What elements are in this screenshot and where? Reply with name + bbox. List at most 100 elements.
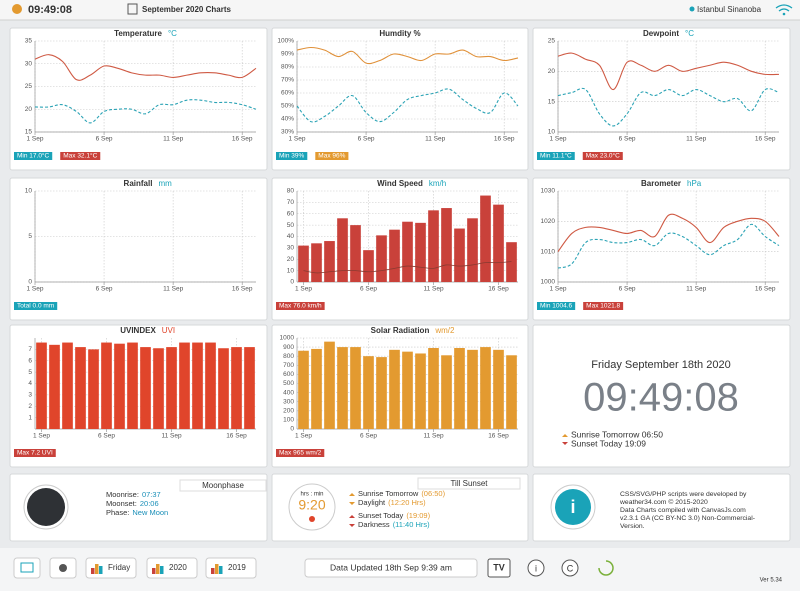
x-tick-label: 16 Sep [226, 433, 247, 440]
bar [441, 355, 452, 429]
x-tick-label: 16 Sep [232, 286, 253, 293]
y-tick-label: 70% [281, 77, 294, 84]
sunset-title: Till Sunset [450, 479, 488, 488]
sun-row-label: Sunrise Tomorrow [358, 489, 419, 498]
x-tick-label: 6 Sep [619, 286, 636, 293]
badge [60, 152, 101, 160]
badge-text: Max 965 wm/2 [279, 450, 322, 457]
x-tick-label: 16 Sep [755, 136, 776, 143]
info-icon-letter: i [570, 497, 575, 517]
sun-row-value: (11:40 Hrs) [393, 520, 430, 529]
bar [389, 229, 400, 282]
refresh-button[interactable] [598, 560, 614, 576]
chart-title: Solar Radiation [371, 326, 430, 335]
x-tick-label: 6 Sep [96, 286, 113, 293]
badge-text: Min 39% [279, 153, 305, 160]
chart-unit: UVI [162, 326, 175, 335]
badge [276, 302, 325, 310]
profile-button[interactable] [13, 557, 41, 579]
chart-unit: wm/2 [434, 326, 455, 335]
y-tick-label: 100 [283, 417, 294, 424]
badge [14, 152, 53, 160]
bar [324, 341, 335, 429]
bar [140, 347, 151, 429]
info-line: CSS/SVG/PHP scripts were developed by [620, 491, 747, 498]
panel [532, 473, 791, 542]
line-series [34, 99, 257, 124]
chart-unit: km/h [429, 179, 446, 188]
calendar-icon [127, 3, 138, 15]
bar [454, 348, 465, 429]
chart-title: Wind Speed [377, 179, 423, 188]
y-tick-label: 20 [287, 256, 295, 263]
panel [532, 324, 791, 468]
badge-text: Max 7.2 UVI [17, 450, 53, 457]
version: Ver 5.34 [760, 578, 783, 584]
bar [454, 228, 465, 282]
sun-row-label: Darkness [358, 520, 390, 529]
bar [231, 347, 242, 429]
button-icon-bar [215, 564, 219, 574]
y-tick-label: 1030 [541, 188, 556, 195]
y-tick-label: 90% [281, 51, 294, 58]
badge [583, 302, 624, 310]
chart-title: Barometer [641, 179, 681, 188]
sun-row: Darkness (11:40 Hrs) [358, 520, 430, 529]
line-series [296, 88, 519, 123]
sun-row-value: (19:09) [406, 511, 430, 520]
badge [315, 152, 349, 160]
x-tick-label: 6 Sep [360, 286, 377, 293]
y-tick-label: 1000 [541, 279, 556, 286]
bar [218, 348, 229, 429]
moon-row: Moonrise: 07:37 [106, 490, 161, 499]
badge-text: Max 76.0 km/h [279, 303, 322, 310]
wifi-icon [775, 4, 793, 12]
x-tick-label: 1 Sep [27, 286, 44, 293]
sun-row-icon [349, 524, 355, 527]
chart-title: Humdity % [379, 29, 420, 38]
clock-sunset: Sunset Today 19:09 [571, 438, 646, 448]
moon-row: Moonset: 20:06 [106, 499, 159, 508]
bar [101, 342, 112, 429]
bar [493, 349, 504, 429]
badge-text: Max 23.0°C [586, 152, 620, 160]
moon-title-box [179, 479, 267, 492]
bar [506, 355, 517, 429]
header-title: September 2020 Charts [142, 5, 231, 14]
bar [350, 347, 361, 429]
x-tick-label: 11 Sep [163, 136, 184, 143]
panel [271, 473, 529, 542]
y-tick-label: 2 [28, 403, 32, 410]
bar [127, 342, 138, 429]
x-tick-label: 1 Sep [550, 286, 567, 293]
y-tick-label: 25 [25, 83, 33, 90]
sunset-clock-time: 9:20 [298, 497, 325, 513]
info-line: v2.3.1 GA (CC BY-NC 3.0) Non-Commercial- [620, 515, 755, 522]
chart-unit: °C [168, 29, 177, 38]
bar [36, 342, 47, 429]
bar [75, 347, 86, 429]
line-series [557, 213, 780, 252]
clock-sunrise: Sunrise Tomorrow 06:50 [571, 429, 663, 439]
bar [166, 347, 177, 429]
bar [415, 222, 426, 282]
x-tick-label: 1 Sep [33, 433, 50, 440]
bar [428, 348, 439, 429]
bar [337, 218, 348, 282]
sun-row-icon [349, 493, 355, 496]
info-button[interactable] [527, 559, 545, 577]
moon-row-label: Phase: [106, 508, 129, 517]
bar [506, 242, 517, 282]
y-tick-label: 700 [283, 362, 294, 369]
badge [276, 449, 325, 457]
sunset-title-box [417, 477, 521, 490]
y-tick-label: 0 [290, 279, 294, 286]
x-tick-label: 11 Sep [423, 433, 444, 440]
bar [114, 343, 125, 429]
tv-button[interactable] [487, 558, 511, 578]
header-location: Istanbul Sinanoba [697, 5, 762, 14]
y-tick-label: 15 [548, 98, 556, 105]
tv-label: TV [493, 562, 505, 572]
panel [9, 177, 268, 321]
copyright-button[interactable] [561, 559, 579, 577]
